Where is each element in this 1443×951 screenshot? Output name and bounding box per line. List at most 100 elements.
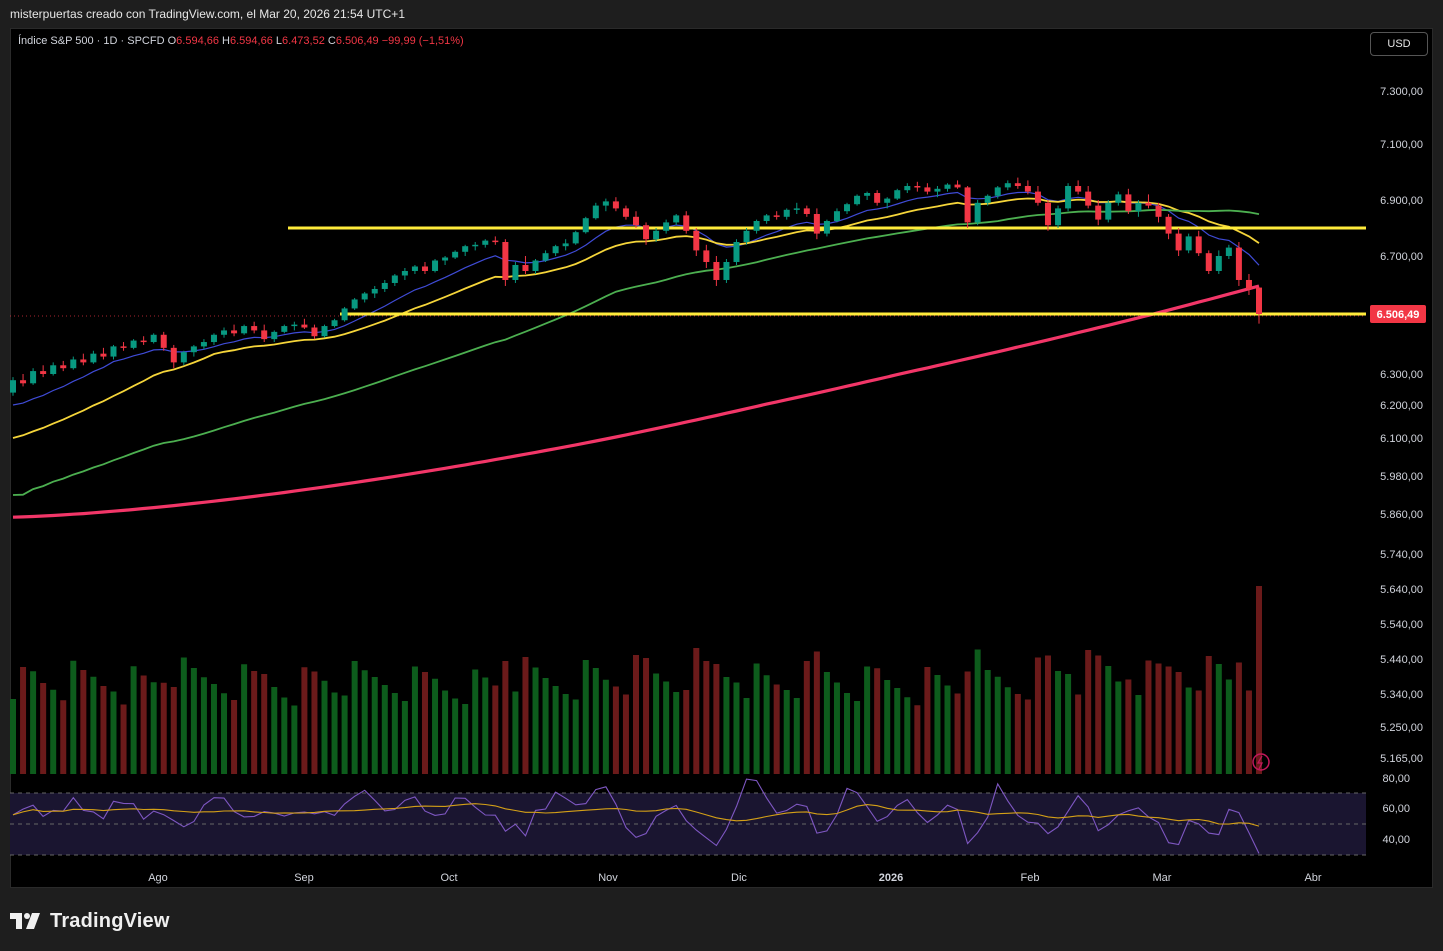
candle-body	[753, 221, 760, 231]
volume-bar	[803, 661, 810, 774]
volume-bar	[160, 682, 167, 774]
volume-bar	[924, 667, 931, 774]
volume-bar	[401, 701, 408, 774]
high-value: 6.594,66	[230, 35, 273, 47]
volume-bar	[50, 689, 57, 774]
volume-bar	[1215, 664, 1222, 774]
volume-bar	[753, 663, 760, 774]
candle-body	[673, 215, 680, 223]
candle-body	[964, 187, 971, 223]
volume-bar	[633, 655, 639, 774]
price-tick-label: 6.200,00	[1380, 400, 1423, 412]
volume-bar	[542, 678, 549, 774]
symbol-label[interactable]: Índice S&P 500 · 1D · SPCFD	[18, 35, 165, 47]
volume-bar	[733, 682, 740, 774]
last-price-badge-text: 6.506,49	[1377, 309, 1420, 321]
rsi-tick-label: 40,00	[1382, 834, 1410, 846]
candle-body	[733, 242, 740, 262]
volume-bar	[30, 671, 37, 774]
volume-bar	[371, 677, 378, 774]
candle-body	[90, 353, 97, 363]
candle-body	[241, 326, 248, 334]
candle-body	[864, 193, 871, 196]
candle-body	[532, 260, 539, 271]
currency-button[interactable]: USD	[1370, 32, 1428, 56]
volume-bar	[442, 690, 449, 774]
volume-bar	[1014, 694, 1021, 774]
candle-body	[492, 240, 499, 243]
volume-bar	[944, 685, 951, 774]
volume-bar	[462, 704, 469, 774]
candle-body	[391, 275, 398, 283]
rsi-line	[12, 778, 1260, 854]
candle-body	[994, 187, 1001, 196]
candle-body	[783, 209, 790, 217]
low-value: 6.473,52	[282, 35, 325, 47]
rsi-ma-line	[12, 803, 1260, 827]
candle-body	[1044, 202, 1051, 226]
time-tick-label: Nov	[598, 872, 618, 884]
candle-body	[432, 260, 439, 271]
candle-body	[793, 208, 800, 210]
volume-bar	[190, 668, 197, 774]
volume-bar	[482, 677, 489, 774]
candle-body	[1115, 194, 1122, 203]
candle-body	[331, 320, 338, 327]
candle-body	[482, 240, 489, 245]
sma-200-line	[12, 284, 1260, 519]
candle-body	[231, 330, 238, 334]
volume-bar	[1175, 672, 1182, 774]
candle-body	[1125, 194, 1132, 212]
volume-bar	[683, 690, 690, 774]
volume-bar	[311, 671, 318, 774]
volume-bar	[421, 672, 428, 774]
candle-body	[522, 264, 529, 271]
price-tick-label: 5.540,00	[1380, 619, 1423, 631]
volume-bar	[964, 671, 971, 774]
candle-body	[361, 293, 368, 300]
volume-bar	[663, 681, 670, 774]
candle-body	[20, 380, 27, 384]
volume-bar	[140, 675, 147, 774]
volume-bar	[241, 664, 248, 774]
volume-bar	[150, 682, 157, 774]
volume-bar	[703, 661, 710, 774]
volume-bar	[1105, 666, 1112, 774]
candle-body	[643, 225, 650, 240]
volume-bar	[301, 667, 308, 774]
candle-body	[874, 193, 881, 203]
price-tick-label: 7.300,00	[1380, 86, 1423, 98]
candle-body	[703, 250, 710, 262]
candle-body	[301, 324, 308, 328]
candle-body	[160, 334, 167, 348]
price-tick-label: 7.100,00	[1380, 139, 1423, 151]
volume-bar	[612, 686, 619, 774]
candle-body	[1004, 183, 1011, 188]
volume-bar	[361, 670, 368, 774]
volume-bar	[331, 692, 338, 774]
candle-body	[311, 327, 318, 337]
candle-body	[1105, 202, 1112, 220]
volume-bar	[1115, 681, 1122, 774]
candle-body	[803, 208, 810, 214]
candle-body	[271, 331, 278, 340]
candle-body	[894, 190, 901, 199]
candle-body	[663, 222, 670, 231]
volume-bar	[813, 651, 820, 774]
price-tick-label: 6.900,00	[1380, 195, 1423, 207]
volume-bar	[432, 678, 439, 774]
candle-body	[844, 204, 851, 212]
volume-bar	[321, 680, 328, 774]
volume-bar	[773, 684, 780, 774]
price-tick-label: 5.165,00	[1380, 753, 1423, 765]
volume-bar	[673, 692, 680, 774]
volume-bar	[1195, 690, 1202, 774]
volume-bar	[1135, 695, 1142, 774]
volume-bar	[793, 698, 800, 774]
volume-bar	[1125, 679, 1132, 774]
volume-bar	[713, 664, 720, 774]
candle-body	[452, 251, 459, 258]
volume-bar	[864, 666, 871, 774]
volume-bar	[723, 677, 730, 774]
